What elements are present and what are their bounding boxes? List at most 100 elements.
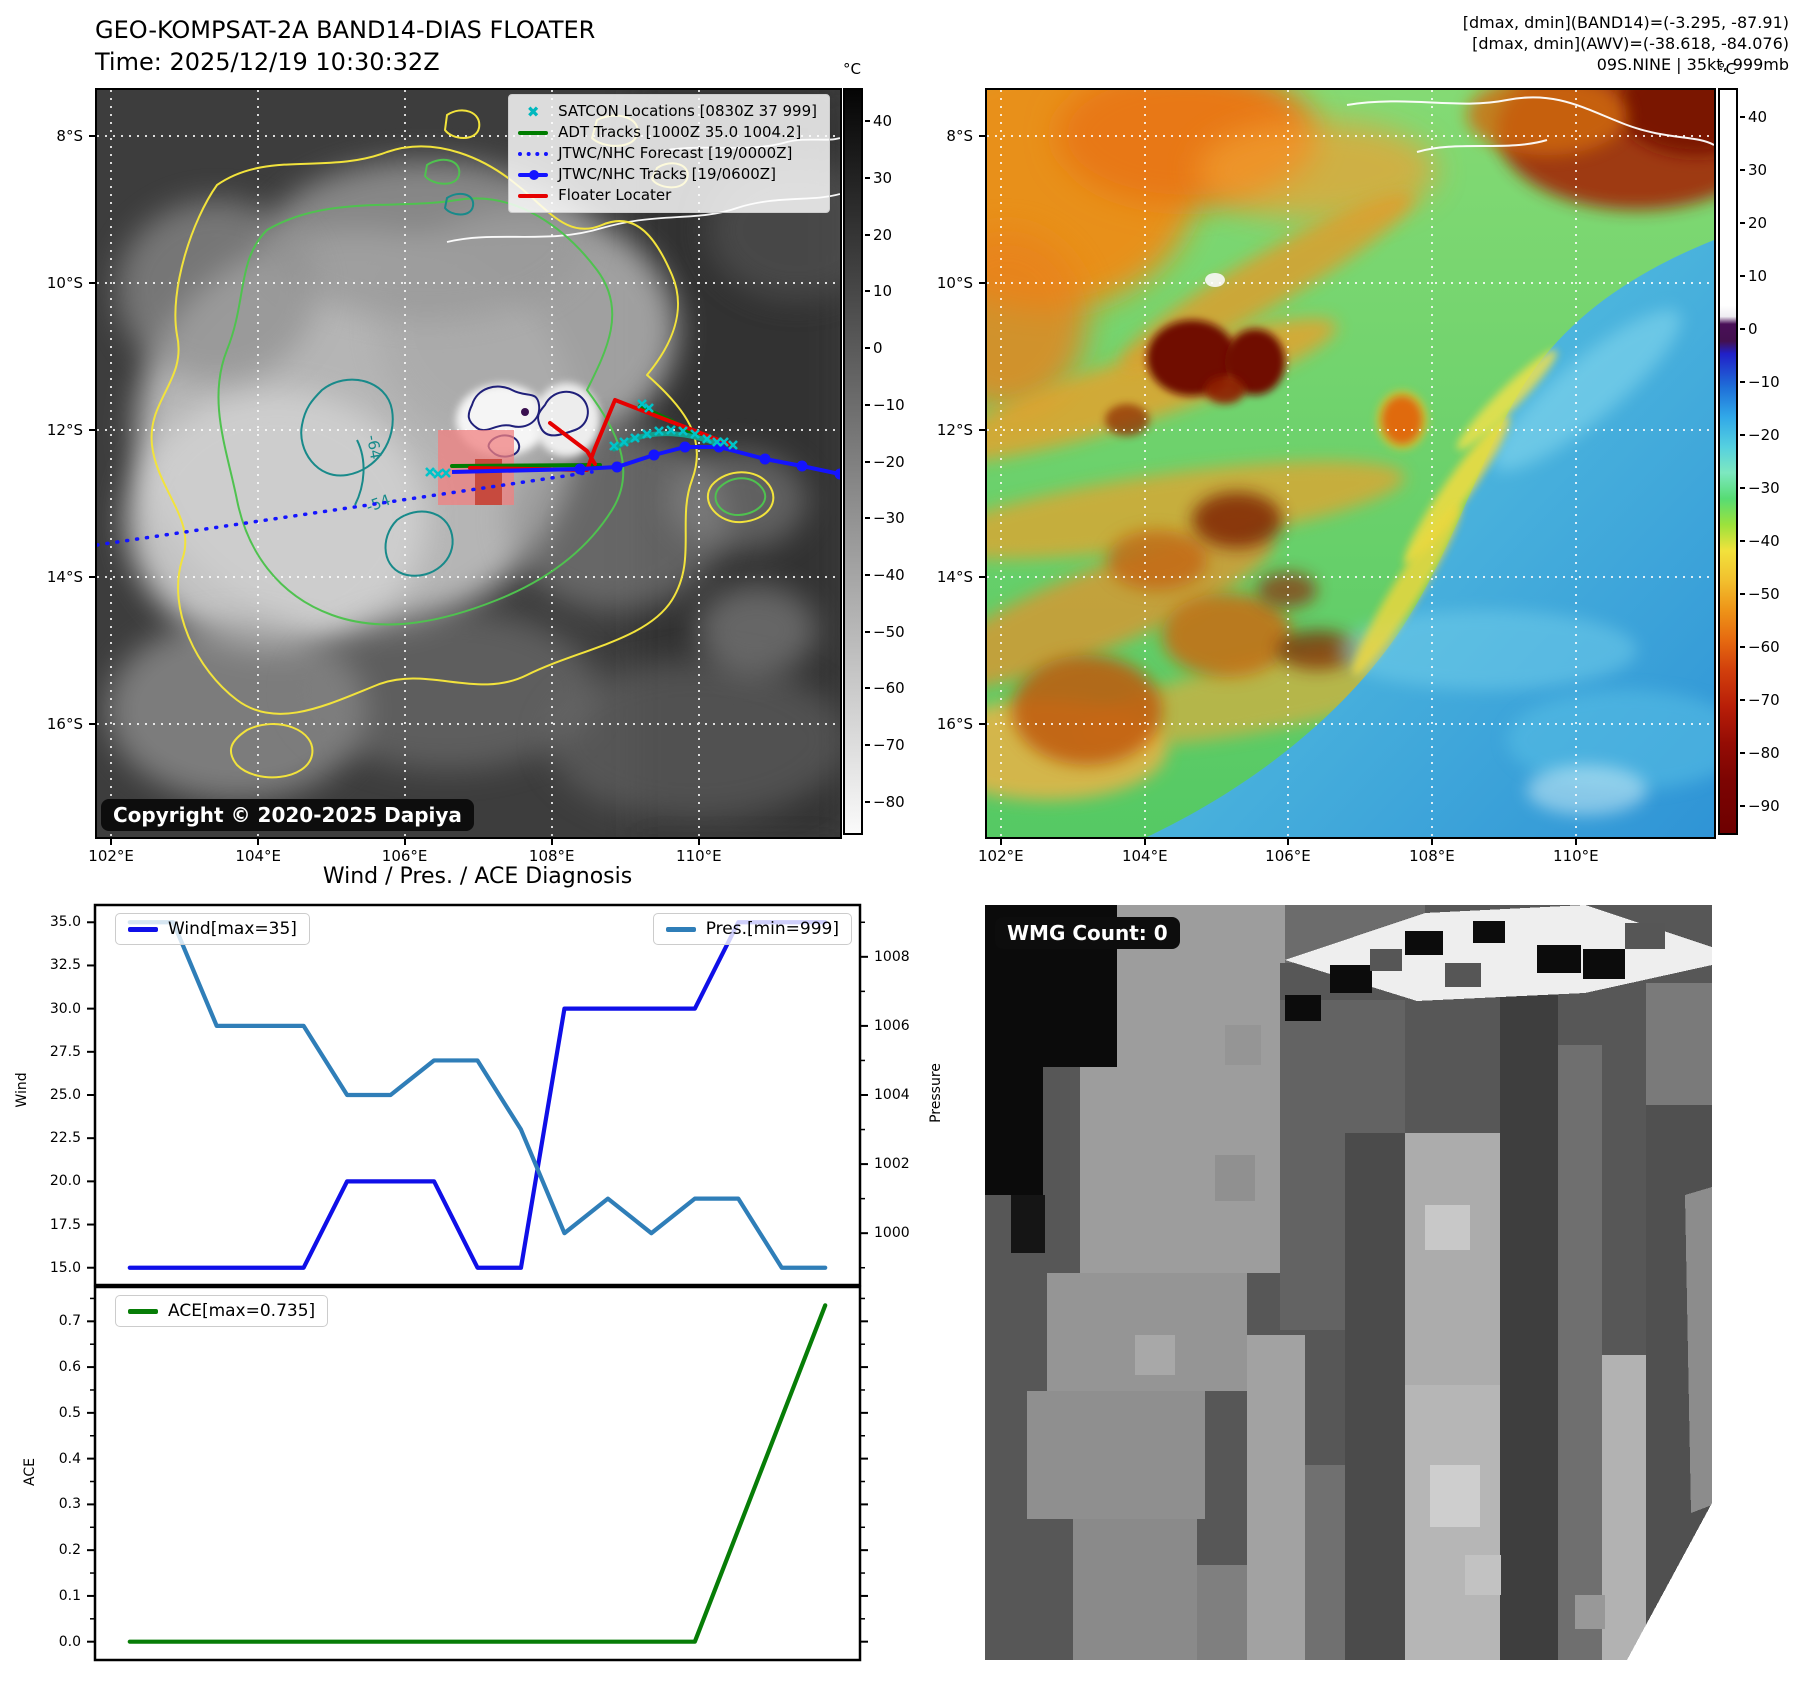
colorbar-tick-label: 0	[873, 339, 883, 358]
colorbar-tick-mark	[1740, 380, 1745, 383]
lon-tick-mark	[697, 837, 700, 845]
band14-map-image: -64 -54	[97, 90, 840, 837]
y-tick-label-right: 1004	[874, 1087, 910, 1103]
awv-gridlines	[987, 90, 1714, 837]
awv-dry-slot	[1147, 240, 1714, 837]
lat-tick-label: 14°S	[936, 568, 973, 587]
series-line	[127, 920, 828, 1270]
chart-legend-label: Wind[max=35]	[168, 919, 297, 939]
y-tick-label: 0.4	[58, 1450, 81, 1467]
ace-axis-label: ACE	[22, 1458, 38, 1486]
colorbar-tick-mark	[1740, 274, 1745, 277]
colorbar-tick-label: −10	[1748, 372, 1780, 391]
chart-legend-label: ACE[max=0.735]	[168, 1301, 316, 1321]
jtwc-track	[451, 441, 840, 480]
lat-tick-label: 14°S	[46, 568, 83, 587]
lat-tick-mark	[979, 723, 987, 726]
legend-swatch-solid	[517, 130, 549, 135]
colorbar-tick-label: −30	[1748, 479, 1780, 498]
dotted-line-icon	[518, 151, 549, 156]
awv-map-panel: 8°S 10°S 12°S 14°S 16°S 102°E 104°E 106°E 108°E 1…	[937, 88, 1716, 865]
awv-coastline	[1346, 96, 1714, 153]
line-icon	[518, 130, 549, 135]
colorbar-tick-label: −30	[873, 509, 905, 528]
chart-border	[93, 1285, 862, 1662]
colorbar-tick-mark	[865, 800, 870, 803]
legend-line-icon	[128, 926, 158, 932]
colorbar-tick-label: 30	[1748, 160, 1768, 179]
lon-tick-mark	[999, 837, 1002, 845]
colorbar-tick-mark	[865, 573, 870, 576]
colorbar-tick-mark	[865, 347, 870, 350]
colorbar-tick-label: −10	[873, 395, 905, 414]
chart-legend-series: ACE[max=0.735]	[115, 1295, 329, 1327]
colorbar-tick-mark	[1740, 752, 1745, 755]
y-tick-label-right: 1000	[874, 1225, 910, 1242]
wmg-panel: WMG Count: 0	[985, 905, 1712, 1660]
lat-tick-mark	[89, 428, 97, 431]
legend-label: Floater Locater	[558, 186, 672, 204]
colorbar-tick-label: −70	[1748, 691, 1780, 710]
lon-tick-mark	[1430, 837, 1433, 845]
band14-colorbar-unit: °C	[843, 60, 861, 78]
colorbar-tick-mark	[1740, 433, 1745, 436]
colorbar-tick-mark	[1740, 115, 1745, 118]
colorbar-tick-label: −60	[1748, 638, 1780, 657]
wmg-count-badge: WMG Count: 0	[995, 917, 1180, 949]
awv-map-image	[987, 90, 1714, 837]
colorbar-tick-label: 20	[873, 225, 893, 244]
lon-tick-label: 108°E	[1409, 847, 1455, 865]
lat-tick-mark	[979, 281, 987, 284]
colorbar-tick-mark	[1740, 221, 1745, 224]
colorbar-tick-mark	[1740, 699, 1745, 702]
legend-label: SATCON Locations [0830Z 37 999]	[558, 102, 817, 120]
lon-tick-mark	[403, 837, 406, 845]
y-tick-label-right: 1008	[874, 948, 910, 965]
y-tick-label: 15.0	[49, 1259, 81, 1276]
lon-tick-label: 110°E	[676, 847, 722, 865]
colorbar-tick-label: 20	[1748, 213, 1768, 232]
legend-label: JTWC/NHC Tracks [19/0600Z]	[558, 165, 776, 183]
colorbar-tick-label: −80	[873, 792, 905, 811]
band14-map-panel: -64 -54	[47, 88, 842, 865]
colorbar-tick-mark	[865, 403, 870, 406]
lat-tick-label: 10°S	[936, 273, 973, 292]
y-tick-label: 0.2	[58, 1542, 81, 1559]
y-tick-label: 0.3	[58, 1496, 81, 1513]
colorbar-tick-mark	[1740, 168, 1745, 171]
lon-tick-label: 102°E	[978, 847, 1024, 865]
lon-tick-label: 110°E	[1553, 847, 1599, 865]
colorbar-tick-label: −50	[873, 622, 905, 641]
lon-tick-label: 108°E	[528, 847, 575, 865]
ir-cloud-texture	[107, 90, 840, 837]
chart-plot-area	[87, 903, 868, 1287]
lon-tick-mark	[550, 837, 553, 845]
colorbar-tick-label: −90	[1748, 797, 1780, 816]
x-marker-icon: ✖	[526, 102, 540, 121]
lat-tick-mark	[89, 135, 97, 138]
colorbar-tick-label: 10	[1748, 266, 1768, 285]
legend-line-icon	[128, 1308, 158, 1314]
y-tick-label: 27.5	[49, 1043, 81, 1060]
colorbar-tick-label: −40	[873, 565, 905, 584]
colorbar-tick-label: −40	[1748, 532, 1780, 551]
wind-axis-label: Wind	[14, 1072, 30, 1108]
figure-info: [dmax, dmin](BAND14)=(-3.295, -87.91) [d…	[1463, 12, 1789, 75]
lat-tick-label: 10°S	[46, 273, 83, 292]
y-tick-label: 22.5	[49, 1130, 81, 1147]
lat-tick-label: 8°S	[56, 127, 83, 146]
lon-tick-mark	[257, 837, 260, 845]
time-line: Time: 2025/12/19 10:30:32Z	[95, 48, 440, 76]
legend-swatch-solid	[517, 193, 549, 198]
lat-tick-label: 16°S	[46, 715, 83, 734]
lat-tick-mark	[979, 428, 987, 431]
lat-tick-label: 8°S	[946, 127, 973, 146]
legend-line-icon	[665, 926, 696, 932]
lat-tick-mark	[979, 576, 987, 579]
y-tick-label: 0.5	[58, 1404, 81, 1421]
y-tick-label: 17.5	[49, 1216, 81, 1233]
colorbar-tick-label: 40	[1748, 107, 1768, 126]
colorbar-tick-mark	[865, 630, 870, 633]
colorbar-tick-mark	[1740, 805, 1745, 808]
